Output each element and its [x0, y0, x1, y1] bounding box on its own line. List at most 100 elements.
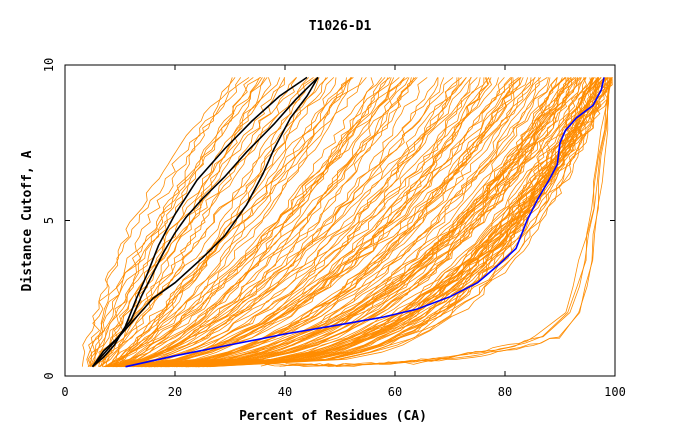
background-model-line	[206, 77, 612, 368]
background-model-line	[90, 77, 268, 367]
background-model-line	[87, 77, 281, 367]
background-model-line	[142, 77, 513, 368]
background-model-line	[118, 77, 405, 368]
axis-ticks: 0 20 40 60 80 100 0 5 10	[42, 58, 626, 399]
background-model-line	[113, 77, 485, 368]
background-model-line	[104, 77, 389, 368]
background-model-line	[133, 77, 512, 368]
background-model-line	[133, 77, 492, 368]
background-model-line	[109, 77, 298, 367]
background-model-line	[116, 77, 478, 368]
top-model-line	[91, 76, 308, 368]
y-tick-label: 10	[42, 58, 56, 72]
background-model-line	[126, 77, 519, 368]
background-model-line	[123, 77, 472, 368]
background-model-line	[109, 77, 353, 367]
background-model-line	[108, 77, 454, 368]
background-model-line	[264, 77, 609, 367]
background-model-line	[164, 77, 587, 368]
y-axis-title: Distance Cutoff, A	[20, 150, 35, 291]
background-model-line	[154, 77, 579, 368]
background-model-line	[186, 77, 593, 368]
background-model-line	[148, 77, 522, 368]
background-model-line	[88, 77, 261, 367]
background-model-line	[90, 77, 233, 367]
background-model-line	[148, 77, 572, 368]
y-tick-label: 0	[42, 372, 56, 379]
background-model-line	[141, 77, 499, 368]
background-model-line	[108, 77, 439, 368]
background-model-line	[117, 77, 511, 368]
background-model-line	[201, 77, 613, 368]
background-model-line	[112, 77, 415, 368]
background-model-line	[156, 77, 558, 368]
background-model-line	[137, 77, 524, 368]
x-tick-label: 100	[604, 385, 626, 399]
background-model-line	[103, 77, 400, 368]
background-model-line	[150, 77, 542, 368]
x-axis-title: Percent of Residues (CA)	[239, 409, 427, 424]
background-model-line	[151, 77, 595, 368]
background-model-line	[116, 77, 347, 367]
chart-title: T1026-D1	[309, 19, 372, 34]
x-tick-label: 80	[498, 385, 512, 399]
background-model-line	[81, 77, 250, 367]
background-model-line	[145, 77, 536, 368]
background-model-line	[148, 77, 569, 368]
background-model-line	[133, 77, 481, 368]
x-tick-label: 60	[388, 385, 402, 399]
background-model-line	[153, 77, 582, 368]
background-model-line	[126, 77, 521, 368]
x-tick-label: 0	[61, 385, 68, 399]
background-model-line	[209, 77, 613, 368]
background-model-line	[129, 77, 458, 368]
background-model-line	[115, 77, 489, 368]
background-model-line	[108, 77, 386, 368]
background-model-line	[198, 77, 602, 368]
background-model-line	[105, 77, 327, 367]
background-model-line	[90, 77, 236, 367]
background-model-line	[99, 77, 335, 368]
background-model-line	[197, 77, 613, 368]
background-model-line	[302, 77, 611, 368]
background-model-line	[89, 77, 242, 367]
background-model-line	[195, 77, 606, 368]
background-model-line	[206, 77, 594, 368]
background-model-line	[92, 77, 318, 367]
background-model-line	[104, 77, 320, 368]
background-model-line	[150, 77, 532, 368]
background-model-line	[160, 77, 566, 368]
background-model-line	[86, 77, 263, 367]
highlight-model-line	[125, 77, 605, 368]
background-model-line	[172, 77, 563, 368]
background-model-line	[127, 77, 490, 368]
background-model-line	[112, 77, 472, 368]
top-model-line	[91, 76, 319, 368]
background-model-line	[197, 77, 599, 368]
background-model-line	[141, 77, 540, 368]
background-model-line	[121, 77, 467, 368]
background-model-line	[143, 77, 549, 368]
background-model-line	[99, 77, 297, 367]
y-tick-label: 5	[42, 217, 56, 224]
background-model-line	[110, 77, 405, 368]
background-model-line	[115, 77, 418, 368]
background-model-line	[106, 77, 417, 368]
plot-lines	[81, 76, 613, 368]
background-model-line	[103, 77, 352, 368]
background-model-line	[285, 77, 611, 367]
background-model-line	[163, 77, 582, 368]
background-model-line	[136, 77, 551, 368]
background-model-line	[94, 77, 254, 367]
x-tick-label: 20	[168, 385, 182, 399]
background-model-line	[131, 77, 536, 368]
background-model-line	[157, 77, 567, 368]
background-model-line	[116, 77, 412, 368]
background-model-line	[113, 77, 352, 367]
background-model-line	[154, 77, 558, 368]
x-tick-label: 40	[278, 385, 292, 399]
background-model-line	[104, 77, 363, 368]
background-model-line	[108, 77, 328, 367]
background-model-line	[105, 77, 438, 368]
